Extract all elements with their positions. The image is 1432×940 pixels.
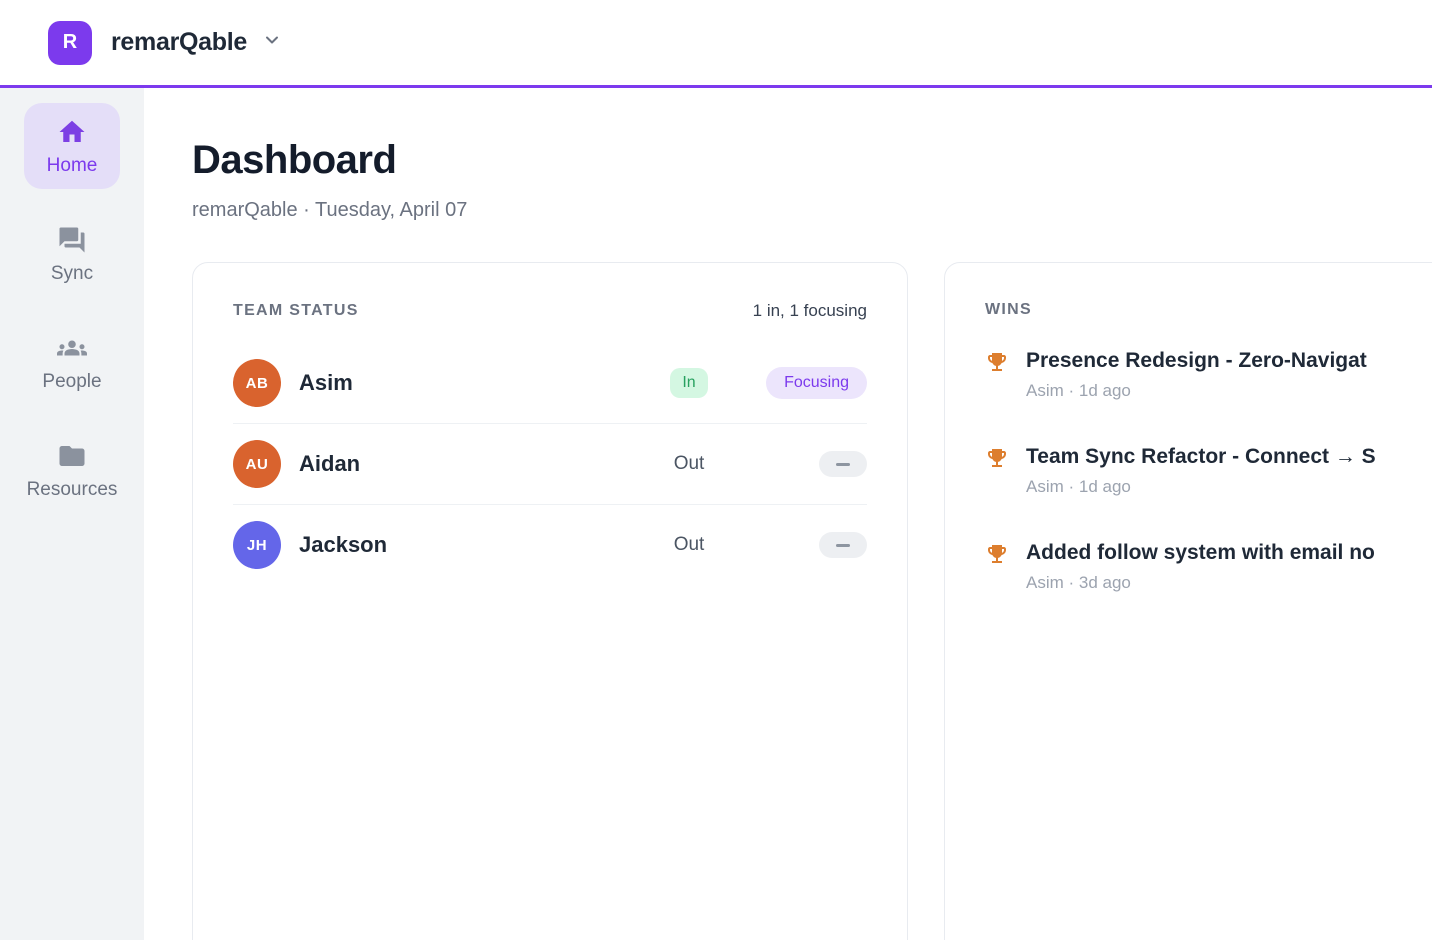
sidebar-item-label: People (42, 371, 102, 392)
workspace-switcher[interactable] (262, 30, 282, 55)
folder-icon (57, 441, 87, 471)
focus-badge: Focusing (766, 367, 867, 399)
win-title: Added follow system with email no (1026, 541, 1375, 564)
list-item: Added follow system with email no Asim ·… (985, 541, 1432, 593)
people-group-icon (57, 333, 87, 363)
chat-bubbles-icon (57, 225, 87, 255)
minus-icon (836, 462, 850, 466)
page-title: Dashboard (192, 138, 397, 182)
avatar: AU (233, 440, 281, 488)
member-name: Asim (299, 370, 353, 395)
minus-icon (836, 543, 850, 547)
sidebar-item-label: Home (46, 155, 98, 176)
brand-logo-letter: R (62, 31, 78, 53)
avatar: AB (233, 359, 281, 407)
status-label: Out (673, 534, 705, 555)
avatar-initials: AU (245, 455, 269, 473)
chevron-down-icon (262, 30, 282, 55)
win-meta: Asim · 3d ago (1026, 573, 1131, 592)
no-focus-button[interactable] (819, 451, 867, 477)
no-focus-button[interactable] (819, 532, 867, 558)
top-bar: R remarQable (0, 0, 1432, 88)
member-name: Aidan (299, 451, 361, 476)
sidebar-item-sync[interactable]: Sync (24, 211, 120, 297)
member-list: AB Asim In Focusing (233, 343, 867, 585)
avatar-initials: AB (245, 374, 269, 392)
team-status-summary: 1 in, 1 focusing (752, 301, 867, 320)
sidebar-item-resources[interactable]: Resources (24, 427, 120, 513)
status-badge: In (670, 368, 708, 398)
sidebar-item-home[interactable]: Home (24, 103, 120, 189)
avatar-initials: JH (246, 536, 268, 554)
win-title: Team Sync Refactor - Connect → S (1026, 445, 1376, 468)
status-label: Out (673, 453, 705, 474)
list-item: Team Sync Refactor - Connect → S Asim · … (985, 445, 1432, 497)
sidebar-item-people[interactable]: People (24, 319, 120, 405)
trophy-icon (985, 542, 1009, 566)
main-content: Dashboard remarQable · Tuesday, April 07… (144, 88, 1432, 940)
home-icon (57, 117, 87, 147)
table-row: AB Asim In Focusing (233, 343, 867, 424)
page-subtitle: remarQable · Tuesday, April 07 (192, 199, 468, 221)
list-item: Presence Redesign - Zero-Navigat Asim · … (985, 349, 1432, 401)
avatar: JH (233, 521, 281, 569)
sidebar-item-label: Sync (50, 263, 94, 284)
wins-list: Presence Redesign - Zero-Navigat Asim · … (985, 349, 1432, 593)
team-status-card: TEAM STATUS 1 in, 1 focusing AB Asim In (192, 262, 908, 940)
win-title: Presence Redesign - Zero-Navigat (1026, 349, 1367, 372)
wins-card: WINS Presence Redesign - Zero-Navigat As… (944, 262, 1432, 940)
trophy-icon (985, 446, 1009, 470)
table-row: JH Jackson Out (233, 505, 867, 585)
win-meta: Asim · 1d ago (1026, 477, 1131, 496)
win-meta: Asim · 1d ago (1026, 381, 1131, 400)
sidebar-item-label: Resources (26, 479, 118, 500)
brand-logo: R (48, 20, 92, 65)
table-row: AU Aidan Out (233, 424, 867, 505)
member-name: Jackson (299, 532, 388, 557)
brand-name: remarQable (111, 28, 247, 56)
wins-header: WINS (985, 301, 1032, 318)
sidebar: Home Sync People Resources (0, 88, 144, 940)
trophy-icon (985, 350, 1009, 374)
team-status-header: TEAM STATUS (233, 302, 359, 319)
